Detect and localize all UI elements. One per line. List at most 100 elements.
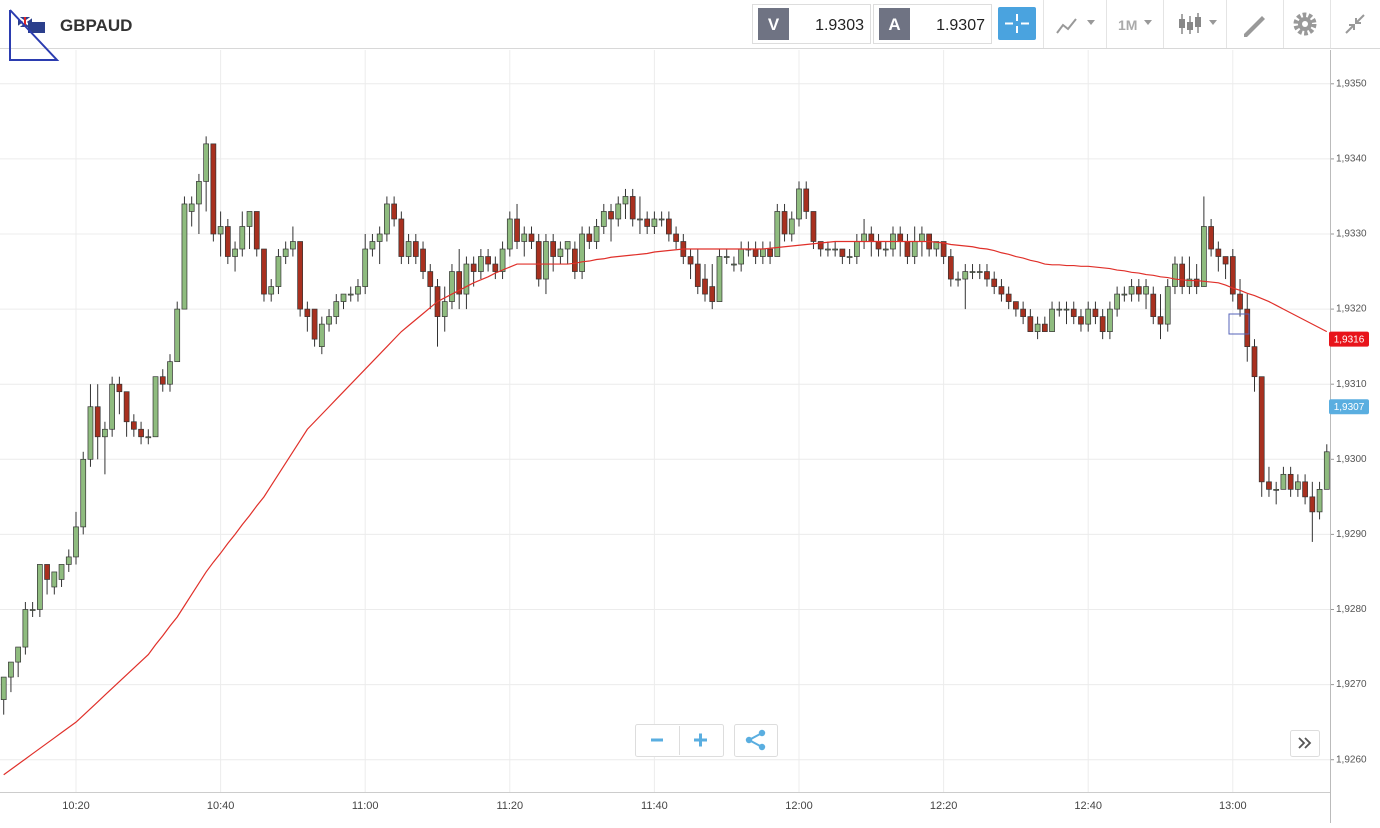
candle-body (521, 233, 528, 242)
candle-body (449, 271, 455, 302)
share-button[interactable] (734, 724, 778, 757)
candle-body (817, 241, 824, 250)
candle-body (138, 428, 144, 438)
candle-body (1266, 481, 1272, 490)
candle-body (333, 301, 340, 317)
candle-body (694, 263, 701, 287)
candle-body (152, 376, 159, 438)
candle-body (796, 188, 802, 220)
timeframe-button[interactable]: 1M (1118, 17, 1152, 33)
candle-body (102, 428, 108, 438)
candle-body (311, 308, 318, 340)
candle-body (123, 391, 130, 423)
candle-body (709, 286, 716, 302)
candle-body (1309, 496, 1316, 513)
candle-body (1172, 263, 1178, 287)
moving-average (3, 240, 1328, 776)
candle-body (463, 263, 470, 295)
toolbar: GBPAUD V 1.9303 A 1.9307 1M (0, 0, 1380, 61)
candle-body (1179, 263, 1186, 287)
candle-body (1193, 278, 1200, 287)
crosshair-button[interactable] (998, 7, 1036, 40)
candle-body (882, 248, 889, 251)
x-tick-label: 13:00 (1219, 800, 1247, 812)
candle-body (1013, 301, 1019, 310)
candle-body (658, 218, 665, 221)
candle-body (875, 241, 882, 250)
candle-body (687, 256, 694, 265)
candle-body (384, 203, 390, 235)
candle-body (318, 323, 325, 347)
draw-tool-button[interactable] (1244, 16, 1265, 37)
candle-body (543, 241, 549, 280)
candle-body (622, 196, 629, 205)
candle-body (1258, 376, 1265, 483)
x-tick-label: 12:20 (930, 800, 958, 812)
crosshair-bg[interactable] (998, 7, 1036, 40)
y-tick-label: 1,9350 (1336, 78, 1367, 89)
x-tick-label: 11:20 (496, 800, 523, 812)
candle-body (29, 609, 36, 611)
gear-hole (1302, 21, 1308, 27)
candle-body (51, 571, 58, 588)
flag-icon (17, 16, 45, 33)
indicators-button[interactable] (1056, 18, 1095, 34)
candle-body (347, 293, 354, 296)
fullscreen-button[interactable] (1345, 14, 1365, 34)
candle-body (1034, 323, 1041, 332)
candle-body (167, 361, 173, 385)
candle-body (615, 203, 622, 220)
candle-body (87, 406, 94, 460)
candle-body (557, 248, 564, 257)
candle-body (80, 458, 87, 528)
candle-body (1150, 293, 1157, 317)
candle-body (651, 218, 658, 227)
candle-body (702, 278, 708, 295)
candle-body (1201, 226, 1207, 287)
chart-type-button[interactable] (1179, 13, 1217, 34)
candle-body (1135, 286, 1142, 295)
candle-body (832, 248, 839, 251)
settings-button[interactable] (1293, 12, 1317, 36)
candle-body (36, 564, 43, 610)
candle-body (499, 248, 506, 272)
candle-body (1229, 256, 1236, 295)
candle-body (846, 256, 853, 258)
candle-body (752, 248, 759, 257)
candle-body (275, 256, 282, 287)
candle-body (1143, 286, 1149, 295)
candle-body (940, 241, 947, 257)
candle-body (412, 241, 419, 257)
candle-body (0, 676, 7, 700)
candle-body (1164, 286, 1171, 325)
candle-body (268, 286, 275, 295)
candle-body (8, 661, 14, 678)
candle-body (470, 263, 477, 272)
candle-body (861, 233, 867, 242)
candle-body (1323, 451, 1330, 490)
candle-body (947, 256, 954, 280)
caret (1209, 20, 1217, 25)
candle-body (969, 271, 976, 273)
plot-area: 1,9260 1,9270 1,9280 1,9290 1,9300 1,9310 1,93… (0, 50, 1369, 823)
indicator-icon (1056, 18, 1077, 34)
candle-body (919, 233, 925, 242)
candle-body (955, 278, 961, 281)
zoom-in-button[interactable] (694, 733, 707, 747)
candle-body (1099, 316, 1106, 332)
candle-body (1287, 473, 1294, 490)
candle-body (984, 271, 990, 280)
candle-body (1157, 316, 1164, 325)
scroll-end-button[interactable] (1290, 730, 1320, 757)
price-badge (1329, 399, 1369, 415)
candle-body (73, 526, 79, 558)
candle-body (868, 233, 875, 242)
candle-body (203, 143, 209, 182)
y-tick-label: 1,9270 (1336, 679, 1367, 690)
candle-body (911, 241, 918, 257)
candle-body (637, 218, 643, 221)
candle-body (1005, 293, 1012, 302)
candle-body (261, 248, 267, 295)
candle-body (774, 211, 781, 257)
